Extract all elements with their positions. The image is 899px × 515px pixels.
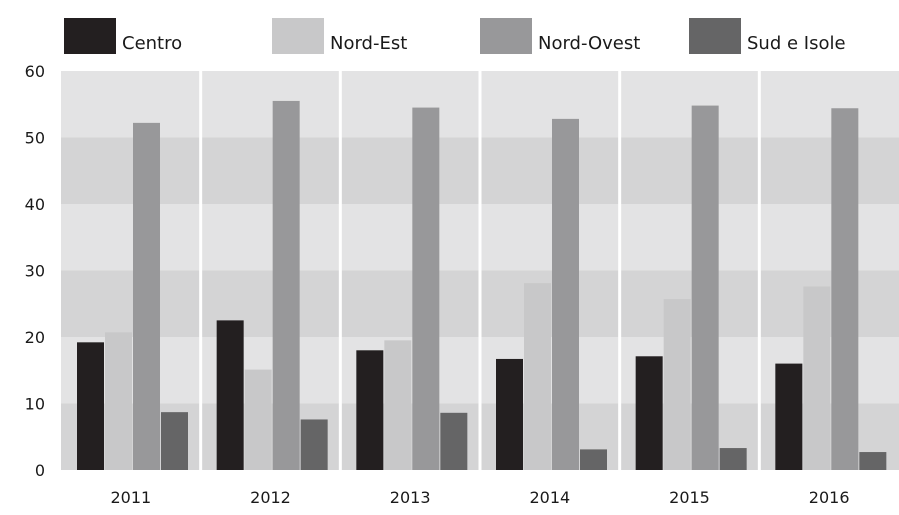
bar-nord-est-2012 [244,369,272,470]
y-tick-label: 30 [25,262,45,281]
bar-centro-2016 [775,363,803,470]
legend-swatch-nord-est [272,18,324,54]
bar-nord-ovest-2016 [831,108,859,471]
bar-sud-e-isole-2014 [580,449,607,470]
x-axis-tick-labels: 2011 2012 2013 2014 2015 2016 [110,488,849,507]
category-separator [478,71,482,470]
bar-sud-e-isole-2011 [161,412,188,470]
category-separator [757,71,761,470]
y-tick-label: 50 [25,129,45,148]
bar-nord-est-2015 [663,299,691,470]
bar-sud-e-isole-2015 [719,448,747,470]
category-separator [199,71,203,470]
bar-nord-ovest-2014 [552,118,579,470]
bar-centro-2011 [77,342,104,470]
x-tick-label: 2014 [529,488,570,507]
legend-label-nord-est: Nord-Est [330,33,407,54]
bar-nord-ovest-2012 [272,100,300,471]
legend-label-sud-e-isole: Sud e Isole [747,33,846,54]
category-separator [618,71,622,470]
legend: Centro Nord-Est Nord-Ovest Sud e Isole [64,18,846,54]
legend-swatch-centro [64,18,116,54]
legend-label-centro: Centro [122,33,182,54]
y-tick-label: 40 [25,195,45,214]
category-separators [199,71,761,470]
bar-sud-e-isole-2016 [859,452,887,470]
bar-centro-2014 [496,358,523,470]
bar-centro-2015 [635,356,663,470]
bar-centro-2013 [356,350,384,470]
bar-nord-est-2011 [105,332,132,470]
bars [77,100,887,471]
bar-nord-est-2016 [803,286,831,470]
bar-nord-ovest-2015 [691,105,719,470]
bar-nord-est-2014 [524,283,551,470]
x-tick-label: 2015 [669,488,710,507]
y-tick-label: 0 [35,461,45,480]
legend-label-nord-ovest: Nord-Ovest [538,33,640,54]
bar-nord-ovest-2013 [412,107,440,470]
y-tick-label: 20 [25,328,45,347]
x-tick-label: 2011 [110,488,151,507]
legend-swatch-sud-e-isole [689,18,741,54]
category-separator [338,71,342,470]
y-tick-label: 10 [25,395,45,414]
y-axis-tick-labels: 0 10 20 30 40 50 60 [25,62,45,480]
bar-nord-est-2013 [384,340,412,470]
bar-centro-2012 [216,320,244,470]
x-tick-label: 2013 [390,488,431,507]
x-tick-label: 2012 [250,488,291,507]
bar-sud-e-isole-2013 [440,412,468,470]
bar-sud-e-isole-2012 [300,419,328,470]
x-tick-label: 2016 [809,488,850,507]
bar-nord-ovest-2011 [133,122,160,471]
legend-swatch-nord-ovest [480,18,532,54]
y-tick-label: 60 [25,62,45,81]
